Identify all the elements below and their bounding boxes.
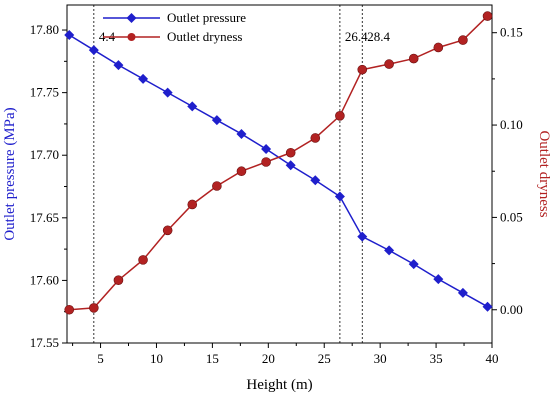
pressure-point: [357, 231, 368, 242]
left-axis-title: Outlet pressure (MPa): [2, 107, 18, 240]
dryness-point: [261, 157, 271, 167]
pressure-point: [187, 101, 198, 112]
pressure-point: [310, 175, 321, 186]
pressure-point: [482, 301, 493, 312]
dryness-point: [310, 133, 321, 143]
dryness-point: [64, 304, 75, 315]
left-axis-ticks: 17.55 17.60 17.65 17.70 17.75 17.80: [30, 22, 67, 350]
x-tick-label: 40: [486, 351, 499, 366]
dryness-point: [285, 147, 296, 158]
dryness-point: [433, 42, 444, 53]
pressure-point: [162, 87, 173, 98]
left-tick-label: 17.80: [30, 22, 59, 37]
dryness-point: [482, 11, 493, 21]
x-axis-ticks: 5 10 15 20 25 30 35 40: [72, 343, 499, 366]
pressure-point: [211, 115, 222, 126]
x-tick-label: 10: [150, 351, 163, 366]
dryness-series-line: [69, 15, 489, 311]
dryness-point: [335, 111, 345, 121]
legend: Outlet pressure Outlet dryness: [103, 10, 246, 44]
x-tick-label: 25: [318, 351, 331, 366]
pressure-point: [138, 73, 149, 84]
dryness-point: [408, 53, 419, 64]
pressure-point: [384, 245, 395, 256]
dryness-point: [187, 199, 198, 210]
right-axis-ticks: 0.00 0.05 0.10 0.15: [492, 25, 523, 317]
x-tick-label: 15: [206, 351, 219, 366]
left-tick-label: 17.75: [30, 85, 59, 100]
left-tick-label: 17.70: [30, 147, 59, 162]
dryness-point: [236, 166, 247, 177]
x-tick-label: 30: [374, 351, 387, 366]
left-tick-label: 17.65: [30, 210, 59, 225]
right-tick-label: 0.15: [500, 25, 523, 40]
dryness-point: [384, 59, 394, 69]
x-tick-label: 5: [97, 351, 104, 366]
right-tick-label: 0.10: [500, 117, 523, 132]
left-tick-label: 17.55: [30, 335, 59, 350]
legend-dryness-label: Outlet dryness: [167, 29, 242, 44]
legend-pressure-marker: [126, 13, 137, 23]
pressure-series-line: [68, 34, 488, 308]
pressure-point: [261, 143, 272, 154]
dryness-point: [113, 275, 124, 286]
legend-pressure-label: Outlet pressure: [167, 10, 246, 25]
right-tick-label: 0.05: [500, 209, 523, 224]
pressure-point: [457, 287, 468, 298]
pressure-point: [88, 45, 99, 56]
x-tick-label: 20: [262, 351, 275, 366]
plot-frame: [66, 4, 493, 344]
dryness-point: [458, 35, 468, 45]
annotation-label: 28.4: [367, 29, 390, 44]
dryness-point: [357, 64, 368, 75]
right-axis-title: Outlet dryness: [536, 130, 550, 217]
pressure-point: [285, 160, 296, 171]
left-tick-label: 17.60: [30, 272, 59, 287]
pressure-point: [334, 191, 345, 202]
dryness-point: [138, 255, 148, 265]
pressure-point: [408, 259, 419, 270]
right-tick-label: 0.00: [500, 302, 523, 317]
annotation-label: 26.4: [345, 29, 368, 44]
pressure-point: [113, 60, 124, 71]
legend-dryness-marker: [127, 33, 136, 41]
x-tick-label: 35: [430, 351, 443, 366]
dryness-point: [89, 303, 99, 313]
dryness-point: [212, 181, 222, 191]
x-axis-title: Height (m): [246, 377, 312, 393]
dryness-point: [162, 225, 173, 236]
pressure-point: [433, 274, 444, 285]
series-group: [64, 11, 493, 315]
pressure-point: [236, 128, 247, 139]
pressure-point: [64, 30, 75, 41]
